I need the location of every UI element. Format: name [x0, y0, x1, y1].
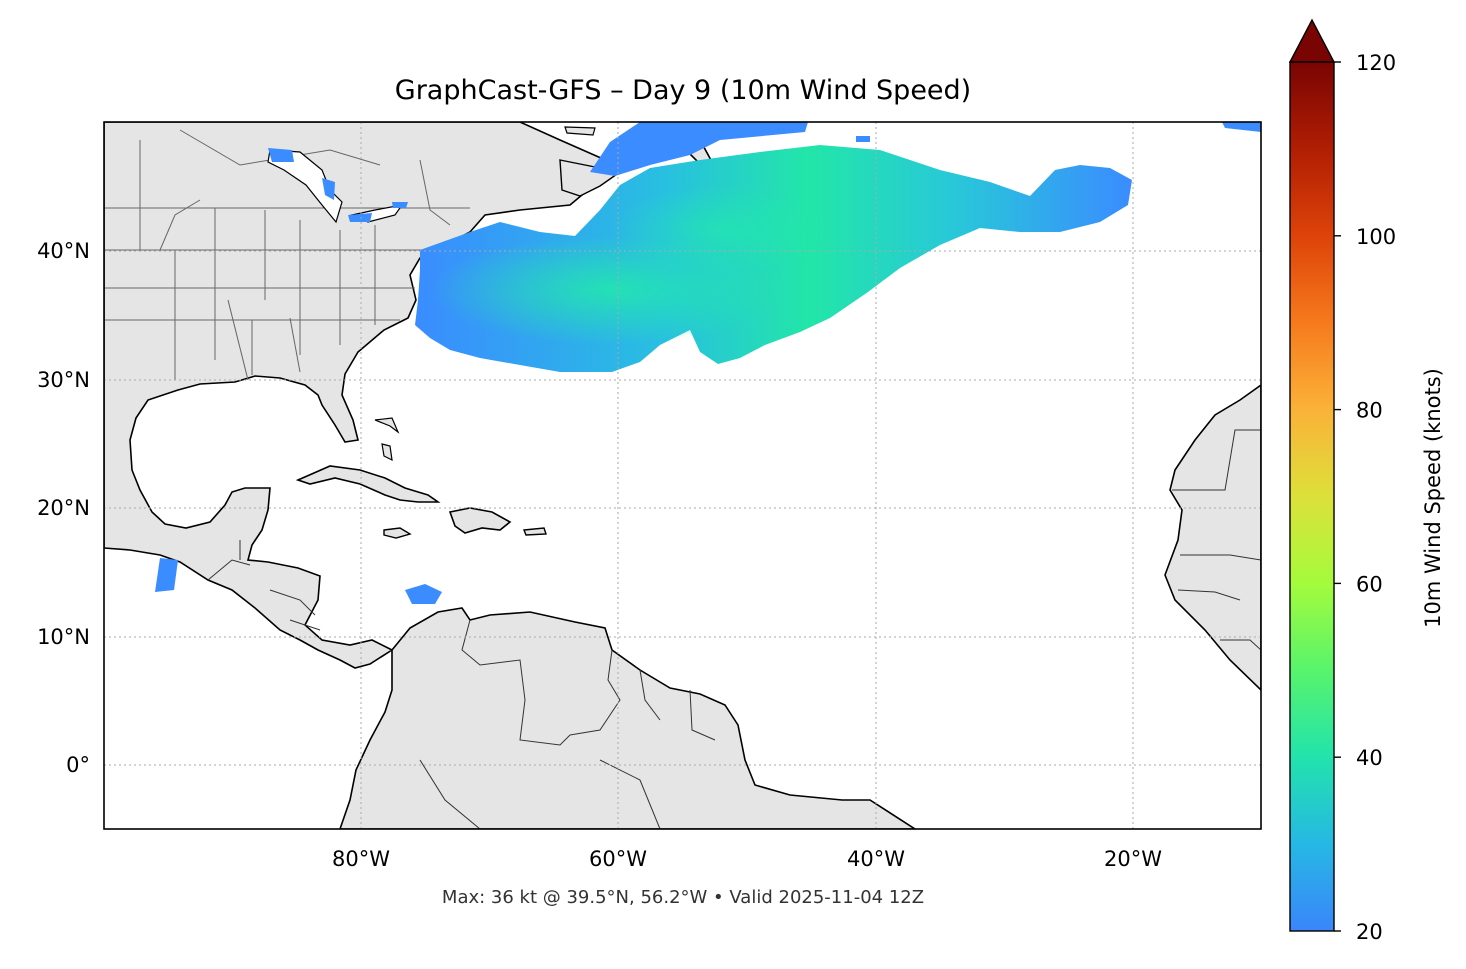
lat-tick-labels: 40°N 30°N 20°N 10°N 0°	[37, 239, 90, 777]
wind-patch-labrador	[590, 122, 808, 176]
colorbar-tick-label: 120	[1356, 51, 1396, 75]
country-borders-africa	[1172, 429, 1261, 651]
lat-tick-label: 20°N	[37, 496, 90, 520]
lon-tick-label: 20°W	[1104, 847, 1162, 871]
land-africa	[1164, 384, 1261, 692]
country-borders-sa	[419, 619, 716, 829]
state-borders	[104, 129, 470, 381]
wind-patch-caribbean	[405, 584, 442, 604]
land-hispaniola	[448, 507, 512, 534]
colorbar-ticks: 20 40 60 80 100 120	[1334, 51, 1396, 944]
colorbar-tick-label: 20	[1356, 920, 1383, 944]
colorbar-tick-label: 80	[1356, 399, 1383, 423]
lon-tick-label: 40°W	[847, 847, 905, 871]
lon-tick-label: 60°W	[589, 847, 647, 871]
colorbar-tick-label: 40	[1356, 746, 1383, 770]
country-borders-ca	[207, 540, 321, 631]
footer-annotation: Max: 36 kt @ 39.5°N, 56.2°W • Valid 2025…	[442, 887, 924, 908]
lon-tick-label: 80°W	[332, 847, 390, 871]
lat-tick-label: 40°N	[37, 239, 90, 263]
land-pei	[564, 126, 596, 136]
map-frame	[103, 121, 1262, 830]
colorbar-extend-arrow	[1288, 18, 1336, 63]
wind-patch-pacific	[155, 558, 178, 592]
wind-field	[155, 122, 1261, 604]
colorbar: 20 40 60 80 100 120 10m Wind Speed (knots)	[1288, 18, 1445, 944]
lat-tick-label: 10°N	[37, 625, 90, 649]
land-cuba	[295, 465, 441, 503]
land-bahamas	[374, 417, 400, 462]
land-puerto-rico	[523, 527, 547, 536]
colorbar-gradient	[1289, 61, 1335, 932]
lat-tick-label: 0°	[66, 753, 90, 777]
land-south-america	[339, 607, 917, 829]
wind-jet-core-2	[610, 185, 830, 275]
wind-patch-ne-corner	[1222, 122, 1261, 132]
lat-tick-label: 30°N	[37, 368, 90, 392]
map-content	[104, 122, 1261, 829]
map-title: GraphCast-GFS – Day 9 (10m Wind Speed)	[395, 75, 971, 106]
colorbar-tick-label: 100	[1356, 225, 1396, 249]
wind-patch-small	[856, 136, 870, 142]
colorbar-tick-label: 60	[1356, 572, 1383, 596]
land-jamaica	[383, 527, 412, 539]
wind-patch-lakes	[268, 148, 408, 222]
colorbar-label: 10m Wind Speed (knots)	[1421, 368, 1445, 628]
lon-tick-labels: 80°W 60°W 40°W 20°W	[332, 847, 1162, 871]
map-area	[103, 121, 1262, 830]
